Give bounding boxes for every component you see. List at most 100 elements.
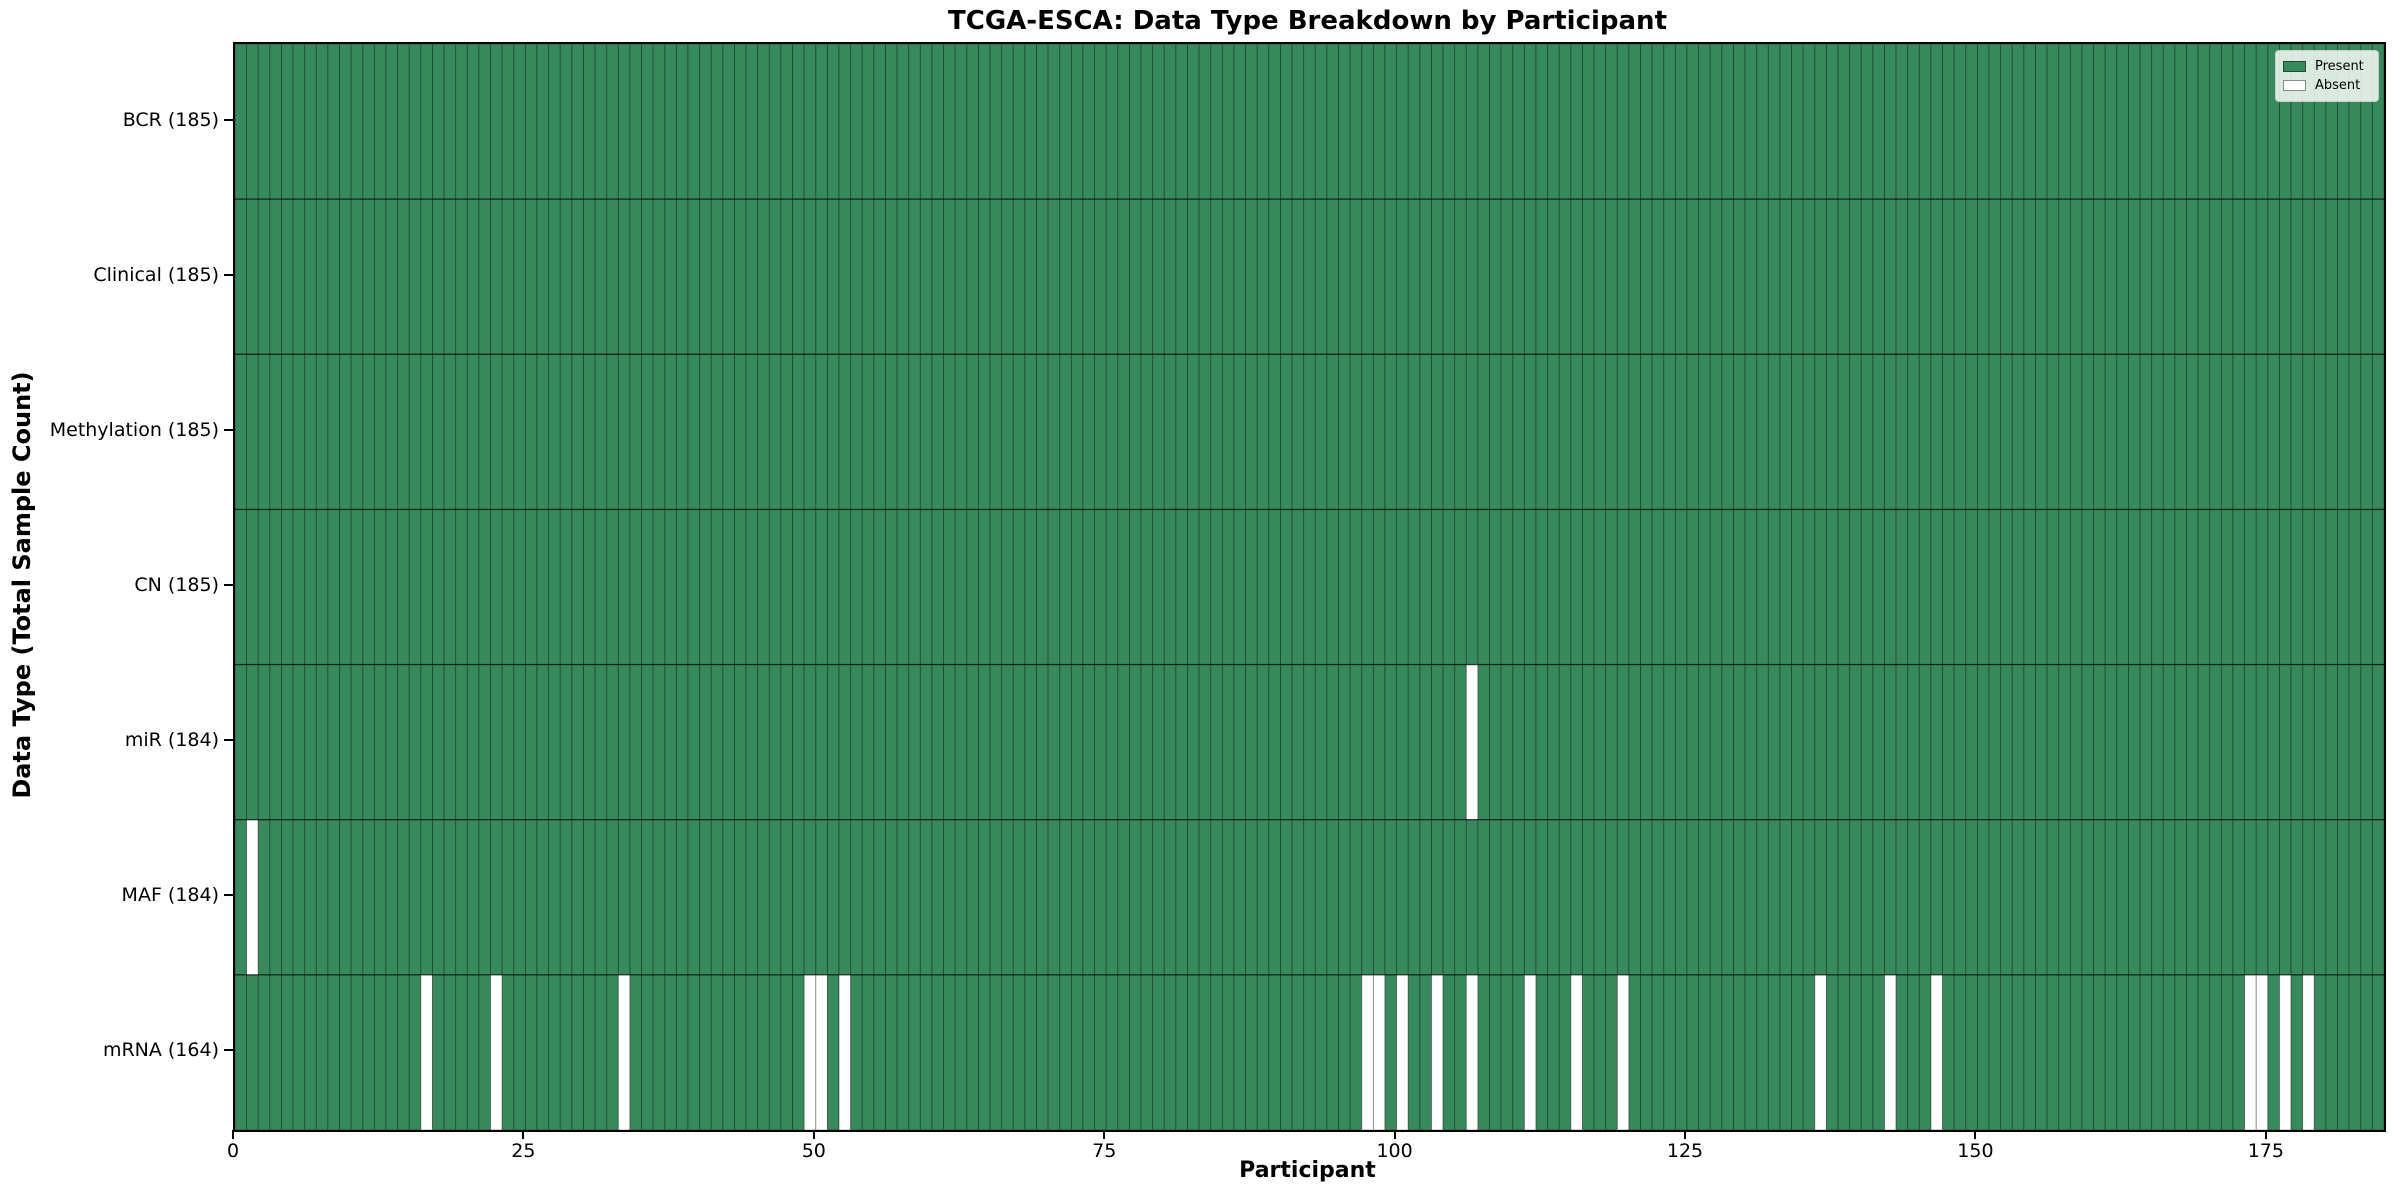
heatmap-cell: [1907, 353, 1920, 510]
heatmap-cell: [292, 198, 306, 355]
heatmap-cell: [2302, 508, 2315, 666]
heatmap-cell: [699, 664, 712, 821]
heatmap-cell: [1884, 664, 1897, 821]
heatmap-cell: [1221, 44, 1235, 200]
heatmap-cell: [838, 198, 852, 355]
heatmap-cell: [1001, 819, 1014, 976]
heatmap-cell: [710, 44, 724, 200]
heatmap-cell: [397, 974, 410, 1130]
heatmap-cell: [1221, 819, 1235, 976]
heatmap-cell: [1523, 819, 1537, 976]
heatmap-cell: [989, 44, 1003, 200]
heatmap-cell: [292, 664, 306, 821]
heatmap-cell: [2069, 44, 2083, 200]
heatmap-cell: [1268, 974, 1281, 1130]
heatmap-cell: [1268, 819, 1281, 976]
heatmap-cell: [1674, 198, 1688, 355]
heatmap-cell: [908, 44, 921, 200]
heatmap-cell: [1895, 44, 1909, 200]
heatmap-cell: [1872, 198, 1885, 355]
heatmap-cell: [1686, 353, 1700, 510]
heatmap-cell: [2093, 198, 2106, 355]
heatmap-cell: [722, 664, 735, 821]
heatmap-cell: [1628, 508, 1642, 666]
heatmap-cell: [896, 508, 910, 666]
heatmap-cell: [687, 198, 701, 355]
heatmap-cell: [1709, 353, 1723, 510]
heatmap-cell: [1396, 664, 1409, 821]
heatmap-cell: [571, 664, 584, 821]
heatmap-cell: [1756, 198, 1769, 355]
heatmap-cell: [1407, 664, 1421, 821]
heatmap-cell: [1396, 508, 1409, 666]
heatmap-cell: [490, 508, 503, 666]
heatmap-cell: [1094, 974, 1107, 1130]
heatmap-cell: [1372, 508, 1386, 666]
heatmap-cell: [1825, 508, 1839, 666]
heatmap-cell: [408, 819, 422, 976]
heatmap-cell: [2046, 44, 2060, 200]
heatmap-cell: [2127, 974, 2141, 1130]
heatmap-cell: [1001, 198, 1014, 355]
heatmap-cell: [1442, 198, 1456, 355]
heatmap-cell: [2174, 353, 2187, 510]
heatmap-cell: [687, 819, 701, 976]
heatmap-cell: [1396, 198, 1409, 355]
heatmap-cell: [455, 198, 468, 355]
heatmap-cell: [1163, 819, 1177, 976]
heatmap-cell: [1837, 44, 1851, 200]
heatmap-cell: [768, 508, 782, 666]
heatmap-cell: [397, 819, 410, 976]
heatmap-cell: [1756, 508, 1769, 666]
heatmap-cell: [269, 44, 282, 200]
heatmap-cell: [2162, 44, 2176, 200]
heatmap-cell: [943, 508, 956, 666]
heatmap-cell: [1175, 508, 1188, 666]
heatmap-cell: [1291, 44, 1305, 200]
heatmap-cell: [1582, 198, 1595, 355]
heatmap-cell: [1651, 819, 1665, 976]
heatmap-cell: [838, 353, 852, 510]
heatmap-cell: [1431, 198, 1444, 355]
heatmap-cell: [583, 44, 596, 200]
heatmap-cell: [1640, 664, 1653, 821]
heatmap-cell: [2081, 664, 2095, 821]
heatmap-cell: [571, 508, 584, 666]
heatmap-cell: [1756, 44, 1769, 200]
heatmap-cell: [2093, 974, 2106, 1130]
heatmap-cell: [2267, 819, 2280, 976]
heatmap-cell: [257, 508, 271, 666]
heatmap-cell: [350, 974, 364, 1130]
heatmap-cell: [1895, 664, 1909, 821]
heatmap-cell: [2162, 664, 2176, 821]
heatmap-cell: [2371, 198, 2384, 355]
heatmap-cell: [1303, 353, 1316, 510]
heatmap-cell: [327, 353, 341, 510]
heatmap-cell: [1140, 353, 1154, 510]
heatmap-cell: [1663, 508, 1676, 666]
heatmap-cell: [1547, 44, 1560, 200]
heatmap-cell: [2267, 198, 2280, 355]
heatmap-cell: [408, 664, 422, 821]
heatmap-cell: [281, 353, 294, 510]
heatmap-cell: [2244, 664, 2257, 821]
heatmap-cell: [594, 44, 608, 200]
heatmap-cell: [1187, 353, 1200, 510]
heatmap-cell: [2035, 974, 2048, 1130]
heatmap-cell: [1512, 974, 1525, 1130]
heatmap-cell: [315, 353, 329, 510]
heatmap-cell: [815, 974, 828, 1130]
heatmap-cell: [757, 819, 770, 976]
x-tick-label: 0: [226, 1140, 240, 1162]
heatmap-cell: [1477, 819, 1491, 976]
heatmap-cell: [757, 198, 770, 355]
heatmap-cell: [1419, 508, 1432, 666]
x-tick-mark: [812, 1130, 815, 1139]
heatmap-cell: [606, 198, 619, 355]
heatmap-cell: [2093, 44, 2106, 200]
heatmap-cell: [2000, 819, 2013, 976]
heatmap-cell: [1477, 198, 1491, 355]
heatmap-cell: [257, 44, 271, 200]
heatmap-cell: [687, 664, 701, 821]
heatmap-cell: [2278, 819, 2292, 976]
